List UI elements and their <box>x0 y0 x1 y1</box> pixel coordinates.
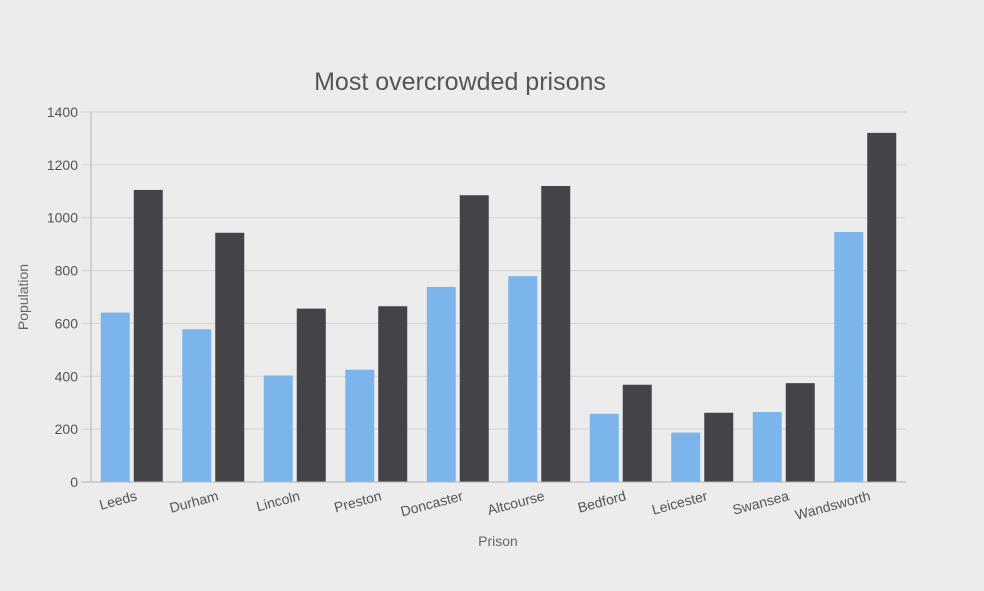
y-tick-label: 1400 <box>47 104 78 120</box>
y-tick-label: 400 <box>55 368 79 384</box>
bar-doncaster-series-1 <box>426 286 456 482</box>
y-tick-label: 1200 <box>47 157 78 173</box>
x-tick-label: Doncaster <box>399 487 465 519</box>
bar-bedford-series-1 <box>589 413 619 482</box>
bar-leeds-series-2 <box>133 189 163 482</box>
x-tick-label: Durham <box>168 487 220 515</box>
x-axis-label: Prison <box>478 533 518 549</box>
bar-leicester-series-1 <box>671 432 701 482</box>
x-tick-label: Swansea <box>731 487 791 517</box>
bar-wandsworth-series-1 <box>834 231 864 482</box>
bar-leeds-series-1 <box>100 312 130 482</box>
bar-swansea-series-2 <box>785 383 815 482</box>
y-axis-ticks: 0 200 400 600 800 1000 1200 1400 <box>47 104 78 490</box>
x-tick-label: Lincoln <box>255 487 302 514</box>
y-tick-label: 800 <box>55 263 79 279</box>
bar-doncaster-series-2 <box>459 195 489 482</box>
y-axis-label: Population <box>15 264 31 330</box>
bar-altcourse-series-1 <box>508 276 538 482</box>
x-tick-label: Wandsworth <box>793 487 872 522</box>
bar-preston-series-1 <box>345 369 375 482</box>
y-tick-label: 0 <box>70 474 78 490</box>
x-tick-label: Preston <box>332 487 383 515</box>
x-tick-label: Leeds <box>98 487 139 512</box>
x-tick-label: Altcourse <box>486 487 547 518</box>
x-axis-ticks: Leeds Durham Lincoln Preston Doncaster Altcou… <box>98 487 872 523</box>
bar-preston-series-2 <box>378 306 408 482</box>
y-tick-label: 1000 <box>47 210 78 226</box>
bar-durham-series-1 <box>182 329 212 482</box>
chart-title: Most overcrowded prisons <box>314 68 606 96</box>
y-tick-label: 600 <box>55 315 79 331</box>
x-tick-label: Leicester <box>650 487 709 517</box>
bar-swansea-series-1 <box>752 411 782 482</box>
bar-altcourse-series-2 <box>541 186 571 482</box>
bar-leicester-series-2 <box>704 412 734 482</box>
y-tick-label: 200 <box>55 421 79 437</box>
bar-lincoln-series-1 <box>263 375 293 482</box>
bar-durham-series-2 <box>215 232 245 482</box>
bar-bedford-series-2 <box>622 384 652 482</box>
bar-wandsworth-series-2 <box>867 132 897 482</box>
bar-lincoln-series-2 <box>296 308 326 482</box>
x-tick-label: Bedford <box>576 487 628 515</box>
bars <box>100 132 897 482</box>
